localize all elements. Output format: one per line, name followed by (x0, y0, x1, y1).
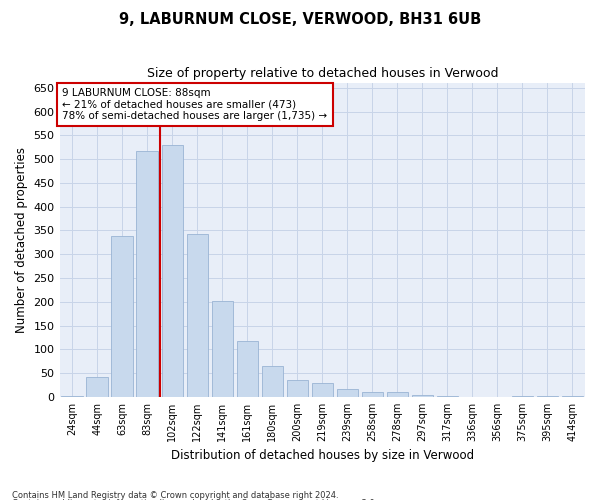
Bar (112, 236, 133, 397)
Bar (187, 234, 208, 397)
Text: 9 LABURNUM CLOSE: 88sqm
← 21% of detached houses are smaller (473)
78% of semi-d: 9 LABURNUM CLOSE: 88sqm ← 21% of detache… (62, 88, 327, 121)
Bar (362, 392, 383, 397)
Title: Size of property relative to detached houses in Verwood: Size of property relative to detached ho… (146, 68, 498, 80)
Text: 9, LABURNUM CLOSE, VERWOOD, BH31 6UB: 9, LABURNUM CLOSE, VERWOOD, BH31 6UB (119, 12, 481, 28)
Bar (262, 366, 283, 397)
Bar (311, 382, 333, 397)
Bar (437, 396, 458, 397)
Bar (61, 396, 83, 397)
Bar (387, 392, 408, 397)
Bar (236, 342, 258, 397)
Bar (136, 150, 158, 397)
Text: Contains HM Land Registry data © Crown copyright and database right 2024.: Contains HM Land Registry data © Crown c… (12, 490, 338, 500)
Bar (287, 380, 308, 397)
X-axis label: Distribution of detached houses by size in Verwood: Distribution of detached houses by size … (171, 450, 474, 462)
Text: Contains public sector information licensed under the Open Government Licence v3: Contains public sector information licen… (12, 499, 377, 500)
Bar (337, 389, 358, 397)
Bar (161, 145, 183, 397)
Bar (412, 394, 433, 397)
Bar (86, 377, 108, 397)
Y-axis label: Number of detached properties: Number of detached properties (15, 147, 28, 333)
Bar (512, 396, 533, 397)
Bar (212, 301, 233, 397)
